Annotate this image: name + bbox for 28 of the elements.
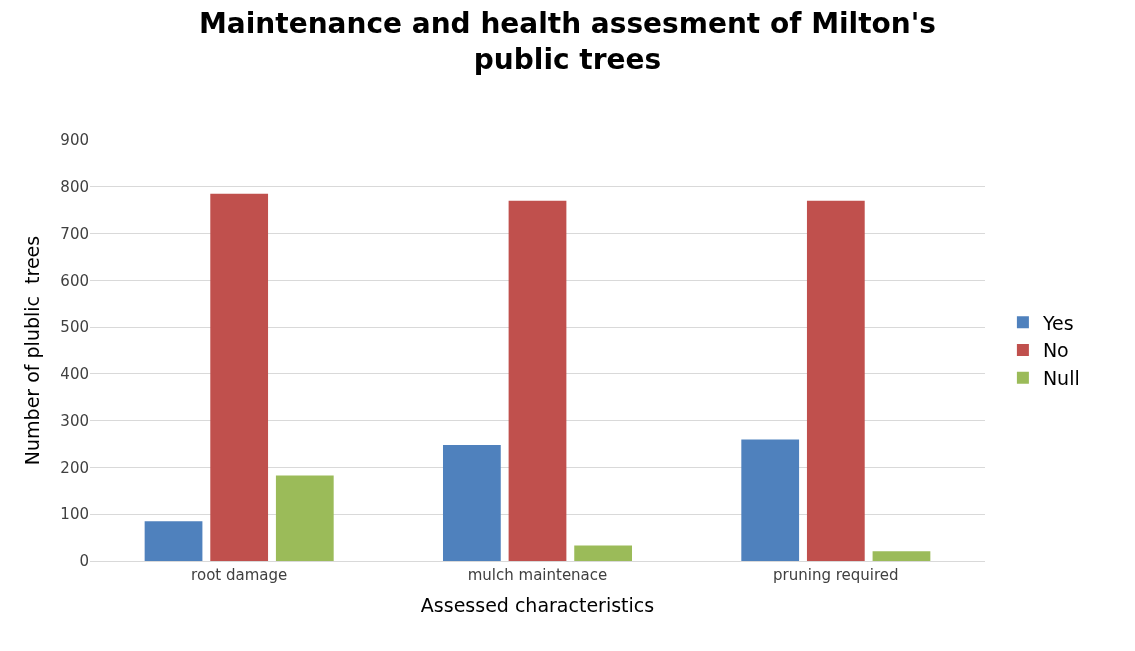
x-tick-label: pruning required — [773, 566, 899, 584]
legend-label: No — [1042, 339, 1069, 362]
bar — [741, 439, 800, 561]
bar — [210, 193, 269, 561]
x-tick-label: mulch maintenace — [467, 566, 608, 584]
y-tick-label: 100 — [60, 505, 89, 524]
y-tick-label: 600 — [60, 271, 89, 290]
y-tick-label: 300 — [60, 411, 89, 430]
y-tick-label: 200 — [60, 458, 89, 477]
y-tick-label: 900 — [60, 131, 89, 150]
y-tick-label: 0 — [79, 552, 89, 571]
bar — [275, 475, 334, 561]
bar — [574, 545, 633, 561]
bar — [508, 200, 567, 561]
y-tick-label: 500 — [60, 318, 89, 337]
y-tick-label: 400 — [60, 365, 89, 384]
y-tick-label: 800 — [60, 178, 89, 197]
legend-label: Null — [1042, 367, 1080, 390]
x-tick-label: root damage — [191, 566, 288, 584]
bar — [806, 200, 865, 561]
y-axis-title: Number of plublic trees — [21, 235, 44, 466]
y-tick-label: 700 — [60, 224, 89, 243]
bar — [442, 444, 501, 561]
chart-title: Maintenance and health assesment of Milton's public trees — [199, 6, 936, 76]
bar — [144, 521, 203, 561]
bar — [872, 551, 931, 561]
legend-label: Yes — [1041, 311, 1074, 334]
x-axis-title: Assessed characteristics — [420, 593, 655, 616]
